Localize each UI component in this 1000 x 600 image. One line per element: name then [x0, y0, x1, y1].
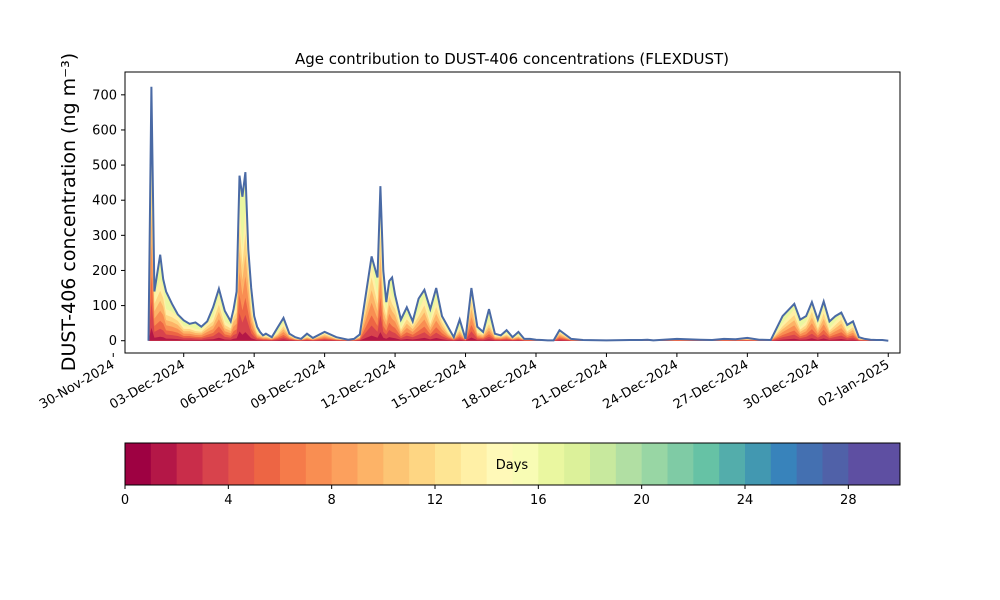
- y-tick-label: 600: [92, 123, 117, 138]
- colorbar-swatch: [822, 443, 849, 485]
- colorbar-swatch: [202, 443, 229, 485]
- colorbar-tick-label: 0: [121, 493, 129, 508]
- age-band-area: [148, 275, 889, 341]
- age-band-area: [148, 327, 889, 341]
- colorbar-swatch: [435, 443, 462, 485]
- colorbar-swatch: [280, 443, 307, 485]
- x-tick-label: 21-Dec-2024: [530, 357, 610, 412]
- stacked-age-areas: [148, 86, 889, 341]
- y-tick-label: 100: [92, 299, 117, 314]
- colorbar-swatch: [357, 443, 384, 485]
- age-band-area: [148, 86, 889, 341]
- x-tick-label: 24-Dec-2024: [600, 357, 680, 412]
- colorbar-swatch: [719, 443, 746, 485]
- x-tick-label: 09-Dec-2024: [248, 357, 328, 412]
- colorbar-tick-label: 28: [840, 493, 857, 508]
- colorbar-swatch: [125, 443, 152, 485]
- colorbar-swatch: [150, 443, 178, 485]
- colorbar-swatch: [874, 443, 901, 485]
- y-tick-label: 700: [92, 88, 117, 103]
- colorbar-swatch: [667, 443, 694, 485]
- age-band-area: [148, 178, 889, 341]
- colorbar-tick-label: 12: [427, 493, 444, 508]
- x-tick-label: 02-Jan-2025: [816, 357, 893, 410]
- colorbar-swatch: [745, 443, 772, 485]
- colorbar-swatch: [331, 443, 358, 485]
- colorbar-swatch: [848, 443, 875, 485]
- y-tick-label: 500: [92, 159, 117, 174]
- x-tick-label: 18-Dec-2024: [460, 357, 540, 412]
- x-tick-label: 15-Dec-2024: [389, 357, 469, 412]
- x-tick-label: 27-Dec-2024: [671, 357, 751, 412]
- colorbar-swatch: [383, 443, 410, 485]
- colorbar-swatch: [409, 443, 436, 485]
- colorbar-swatch: [590, 443, 617, 485]
- colorbar-swatch: [460, 443, 488, 485]
- chart-title: Age contribution to DUST-406 concentrati…: [295, 50, 729, 68]
- colorbar-swatch: [693, 443, 720, 485]
- colorbar: [125, 443, 901, 485]
- y-tick-label: 200: [92, 264, 117, 279]
- plot-frame: [124, 71, 901, 354]
- colorbar-tick-label: 20: [633, 493, 650, 508]
- colorbar-swatch: [486, 443, 513, 485]
- colorbar-swatch: [564, 443, 591, 485]
- colorbar-swatch: [176, 443, 203, 485]
- colorbar-frame: [124, 442, 901, 486]
- x-tick-label: 03-Dec-2024: [107, 357, 187, 412]
- x-tick-label: 12-Dec-2024: [319, 357, 399, 412]
- colorbar-tick-label: 24: [737, 493, 754, 508]
- x-tick-label: 30-Dec-2024: [741, 357, 821, 412]
- colorbar-swatch: [538, 443, 565, 485]
- x-tick-label: 06-Dec-2024: [178, 357, 258, 412]
- y-tick-label: 300: [92, 229, 117, 244]
- colorbar-swatch: [305, 443, 333, 485]
- colorbar-tick-label: 8: [328, 493, 336, 508]
- age-band-area: [148, 243, 889, 341]
- colorbar-swatch: [512, 443, 539, 485]
- total-concentration-line: [147, 86, 889, 342]
- age-band-area: [148, 301, 889, 341]
- y-tick-label: 400: [92, 194, 117, 209]
- colorbar-ticks: 0 4 8 12 16 20 24 28: [121, 485, 857, 508]
- colorbar-tick-label: 4: [224, 493, 232, 508]
- colorbar-swatch: [615, 443, 643, 485]
- colorbar-swatch: [796, 443, 823, 485]
- y-axis-ticks: 0 100 200 300 400 500 600 700: [92, 88, 125, 349]
- colorbar-label: Days: [496, 458, 529, 473]
- y-tick-label: 0: [109, 334, 117, 349]
- colorbar-swatch: [770, 443, 798, 485]
- colorbar-swatch: [228, 443, 255, 485]
- colorbar-tick-label: 16: [530, 493, 547, 508]
- x-axis-ticks: 30-Nov-202403-Dec-202406-Dec-202409-Dec-…: [37, 353, 892, 413]
- y-axis-label: DUST-406 concentration (ng m⁻³): [58, 53, 80, 371]
- colorbar-swatch: [254, 443, 281, 485]
- colorbar-swatch: [641, 443, 668, 485]
- age-band-area: [148, 142, 889, 341]
- age-band-area: [148, 211, 889, 341]
